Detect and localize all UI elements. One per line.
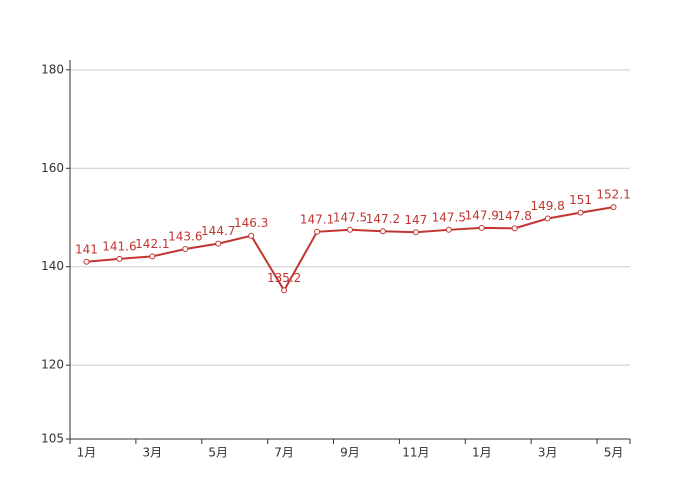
x-tick-label: 5月: [604, 446, 624, 460]
value-label: 147.5: [333, 210, 367, 224]
value-label: 143.6: [168, 230, 202, 244]
value-label: 152.1: [596, 188, 630, 202]
x-tick-label: 7月: [274, 446, 294, 460]
y-tick-label: 105: [41, 432, 64, 446]
point: [149, 253, 156, 260]
value-label: 149.8: [530, 199, 564, 213]
value-label: 147: [404, 213, 427, 227]
point: [412, 229, 419, 236]
x-tick-label: 5月: [208, 446, 228, 460]
point: [544, 215, 551, 222]
point: [83, 258, 90, 265]
value-label: 146.3: [234, 216, 268, 230]
point: [347, 226, 353, 233]
x-tick-label: 3月: [143, 446, 163, 460]
value-label: 147.8: [498, 209, 532, 223]
value-label: 135.2: [267, 271, 301, 285]
x-tick-label: 1月: [77, 446, 97, 460]
point: [215, 240, 222, 247]
point: [116, 255, 123, 262]
x-tick-label: 3月: [538, 446, 558, 460]
point: [314, 228, 321, 235]
value-label: 147.9: [465, 208, 499, 222]
x-tick-label: 1月: [472, 446, 492, 460]
value-label: 147.2: [366, 212, 400, 226]
point: [248, 232, 255, 239]
x-tick-label: 9月: [340, 446, 360, 460]
point: [610, 204, 617, 211]
y-tick-label: 160: [41, 161, 64, 175]
value-label: 142.1: [135, 237, 169, 251]
value-label: 144.7: [201, 224, 235, 238]
value-label: 147.1: [300, 212, 334, 226]
point: [577, 209, 584, 216]
point: [478, 224, 485, 231]
point: [379, 228, 386, 235]
point: [182, 246, 189, 253]
value-label: 141.6: [102, 239, 136, 253]
x-tick-label: 11月: [402, 446, 429, 460]
value-label: 147.5: [432, 210, 466, 224]
point: [281, 287, 288, 294]
y-tick-label: 140: [41, 259, 64, 273]
y-tick-label: 180: [41, 62, 64, 76]
point: [511, 225, 518, 232]
value-label: 141: [75, 242, 98, 256]
point: [445, 226, 452, 233]
y-tick-label: 120: [41, 358, 64, 372]
value-label: 151: [569, 193, 592, 207]
